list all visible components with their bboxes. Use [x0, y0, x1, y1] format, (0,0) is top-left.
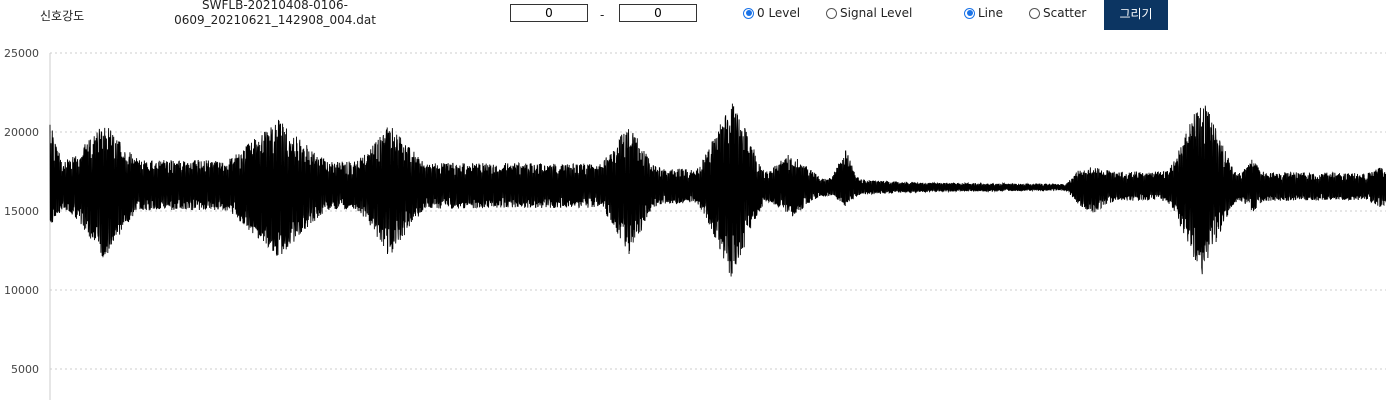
file-name-line1: SWFLB-20210408-0106-	[202, 0, 348, 12]
y-tick-label: 15000	[4, 205, 39, 218]
range-end-input[interactable]	[619, 4, 697, 22]
signal-chart: 25000 20000 15000 10000 5000	[0, 36, 1386, 400]
y-tick-label: 25000	[4, 47, 39, 60]
y-tick-label: 20000	[4, 126, 39, 139]
y-tick-label: 5000	[11, 363, 39, 376]
radio-scatter-label: Scatter	[1043, 6, 1087, 20]
radio-signal-level[interactable]: Signal Level	[826, 6, 912, 20]
radio-checked-icon[interactable]	[743, 7, 754, 19]
radio-line-label: Line	[978, 6, 1004, 20]
radio-signal-level-label: Signal Level	[840, 6, 913, 20]
file-name-line2: 0609_20210621_142908_004.dat	[174, 13, 376, 27]
radio-line[interactable]: Line	[964, 6, 1003, 20]
radio-zero-level[interactable]: 0 Level	[743, 6, 800, 20]
radio-zero-level-label: 0 Level	[757, 6, 801, 20]
radio-unchecked-icon[interactable]	[826, 7, 837, 19]
signal-chart-svg: 25000 20000 15000 10000 5000	[4, 47, 1386, 400]
draw-button[interactable]: 그리기	[1104, 0, 1168, 30]
signal-series-line	[49, 103, 1386, 277]
radio-unchecked-icon[interactable]	[1029, 7, 1040, 19]
radio-checked-icon[interactable]	[964, 7, 975, 19]
file-name: SWFLB-20210408-0106- 0609_20210621_14290…	[170, 0, 380, 28]
radio-scatter[interactable]: Scatter	[1029, 6, 1086, 20]
signal-strength-label: 신호강도	[40, 9, 85, 23]
y-tick-label: 10000	[4, 284, 39, 297]
toolbar: 신호강도 SWFLB-20210408-0106- 0609_20210621_…	[0, 0, 1386, 36]
range-start-input[interactable]	[510, 4, 588, 22]
range-separator: -	[600, 8, 605, 22]
